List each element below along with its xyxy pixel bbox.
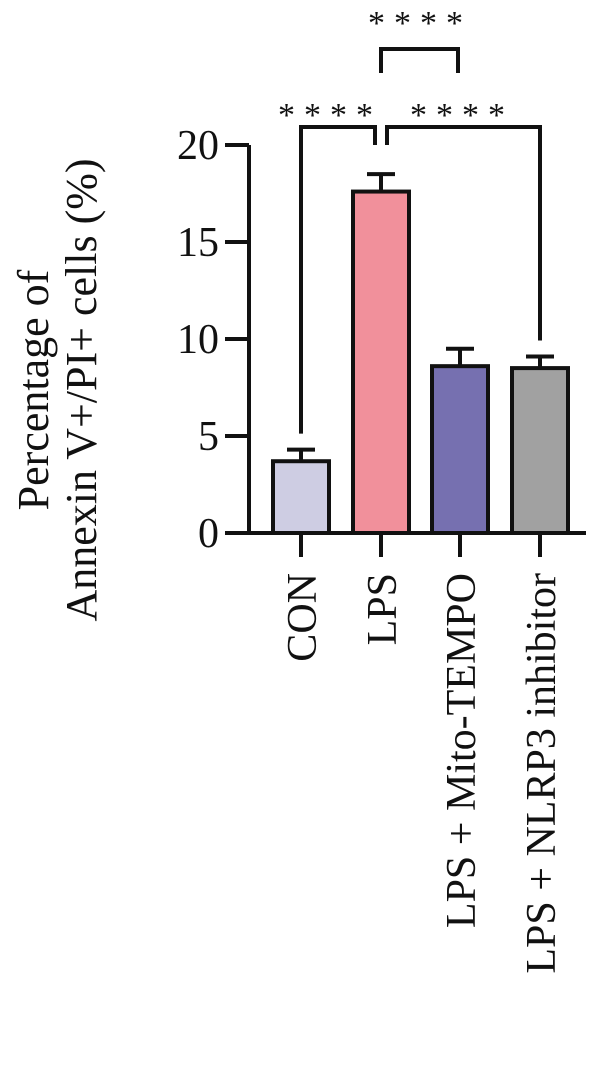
y-tick-label: 0: [198, 511, 219, 557]
significance-label: ****: [368, 5, 472, 42]
significance-brackets: **** **** ****: [278, 5, 542, 434]
y-tick-label: 5: [198, 414, 219, 460]
significance-bracket: [299, 125, 377, 434]
x-tick-label: LPS: [360, 573, 406, 645]
significance-label: ****: [410, 97, 514, 134]
x-tick-label: LPS + NLRP3 inhibitor: [519, 573, 565, 974]
y-axis-title: Percentage of Annexin V+/PI+ cells (%): [9, 158, 106, 621]
significance-label: ****: [278, 97, 382, 134]
significance-bracket: [379, 47, 460, 73]
y-axis-title-line-1: Percentage of: [9, 269, 58, 510]
bar: [271, 459, 331, 535]
x-tick-label: CON: [280, 573, 326, 662]
y-axis-title-line-2: Annexin V+/PI+ cells (%): [57, 158, 106, 621]
significance-bracket: [385, 125, 542, 341]
bar: [510, 366, 570, 535]
bar: [351, 189, 411, 535]
y-tick-label: 20: [177, 123, 219, 169]
axes: 0 5 10 15 20 CON LPS LPS + Mito-TEMPO LPS + NLRP…: [177, 123, 586, 974]
y-tick-label: 10: [177, 317, 219, 363]
bars: [271, 172, 570, 535]
x-tick-label: LPS + Mito-TEMPO: [439, 573, 485, 928]
bar: [430, 364, 490, 535]
y-tick-label: 15: [177, 220, 219, 266]
